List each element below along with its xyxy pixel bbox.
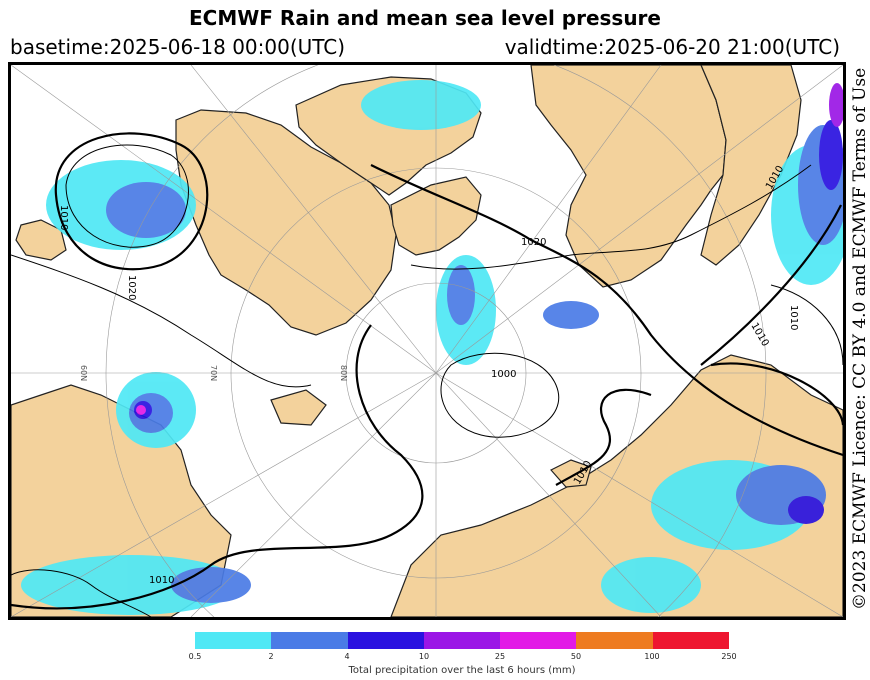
land-siberia <box>390 354 843 617</box>
colorbar-tick: 100 <box>644 652 660 661</box>
colorbar-segment <box>500 632 577 649</box>
land-svalbard <box>270 389 327 426</box>
colorbar-segment <box>423 632 501 649</box>
isobar-thin-4 <box>770 284 843 366</box>
isobar-thin-3 <box>440 352 559 438</box>
colorbar-segment <box>195 632 272 649</box>
isobar-label: 1010 <box>149 575 174 586</box>
colorbar-segment <box>576 632 653 649</box>
isobar-label: 1010 <box>788 305 799 330</box>
isobar-thin-1 <box>65 144 189 248</box>
isobar-thick-3 <box>11 324 424 610</box>
isobar-label: 1020 <box>521 237 546 248</box>
rain-baltic-light <box>21 555 241 615</box>
isobar-label: 1010 <box>58 205 69 230</box>
lat-label: 70N <box>209 365 218 381</box>
isobar-label: 1010 <box>748 321 770 349</box>
land-iceland <box>15 219 67 261</box>
rain-siberia-heavy <box>788 496 824 524</box>
graticule <box>11 65 843 617</box>
colorbar-tick: 2 <box>268 652 274 661</box>
rain-iceland-mid <box>106 182 186 238</box>
colorbar-tick: 25 <box>494 652 506 661</box>
isobar-label: 1000 <box>491 369 516 380</box>
isobar-thin-2 <box>410 164 812 270</box>
isobar-thin-6 <box>11 569 152 617</box>
isobar-thick-6 <box>700 204 842 366</box>
isobar-thin-5 <box>11 254 312 388</box>
land-franz-josef <box>550 459 592 488</box>
lat-label: 80N <box>339 365 348 381</box>
rain-bering-heavy <box>819 120 843 190</box>
map-title: ECMWF Rain and mean sea level pressure <box>189 6 661 30</box>
latitude-label-layer: 80N 70N 60N <box>79 365 348 381</box>
rain-canada-light <box>361 80 481 130</box>
colorbar-segment <box>347 632 424 649</box>
land-greenland <box>175 109 397 336</box>
map-panel[interactable]: 1010 1020 1000 1010 1010 1020 1010 1010 … <box>8 62 846 620</box>
isobar-layer <box>11 132 843 617</box>
colorbar-segment <box>652 632 729 649</box>
rain-kara <box>543 301 599 329</box>
precip-colorbar <box>195 632 729 649</box>
lat-label: 60N <box>79 365 88 381</box>
colorbar-tick: 50 <box>570 652 582 661</box>
rain-polar-band-core <box>447 265 475 325</box>
isobar-thick-2 <box>370 164 843 457</box>
isobar-thick-4 <box>555 388 652 486</box>
rain-bering-extreme <box>829 83 843 127</box>
isobar-thick-5 <box>710 362 843 426</box>
rain-norway-peak <box>136 405 146 415</box>
licence-text: ©2023 ECMWF Licence: CC BY 4.0 and ECMWF… <box>850 67 870 610</box>
colorbar-title: Total precipitation over the last 6 hour… <box>348 665 576 676</box>
rain-south-light <box>601 557 701 613</box>
colorbar-tick: 10 <box>418 652 430 661</box>
colorbar-tick: 0.5 <box>188 652 202 661</box>
validtime-label: validtime:2025-06-20 21:00(UTC) <box>504 35 840 59</box>
colorbar-tick: 250 <box>721 652 737 661</box>
colorbar-segment <box>271 632 348 649</box>
isobar-thick-1 <box>54 132 209 271</box>
polar-map: 1010 1020 1000 1010 1010 1020 1010 1010 … <box>11 65 843 617</box>
basetime-label: basetime:2025-06-18 00:00(UTC) <box>10 35 346 59</box>
colorbar-tick: 4 <box>344 652 350 661</box>
isobar-label: 1020 <box>126 275 137 300</box>
